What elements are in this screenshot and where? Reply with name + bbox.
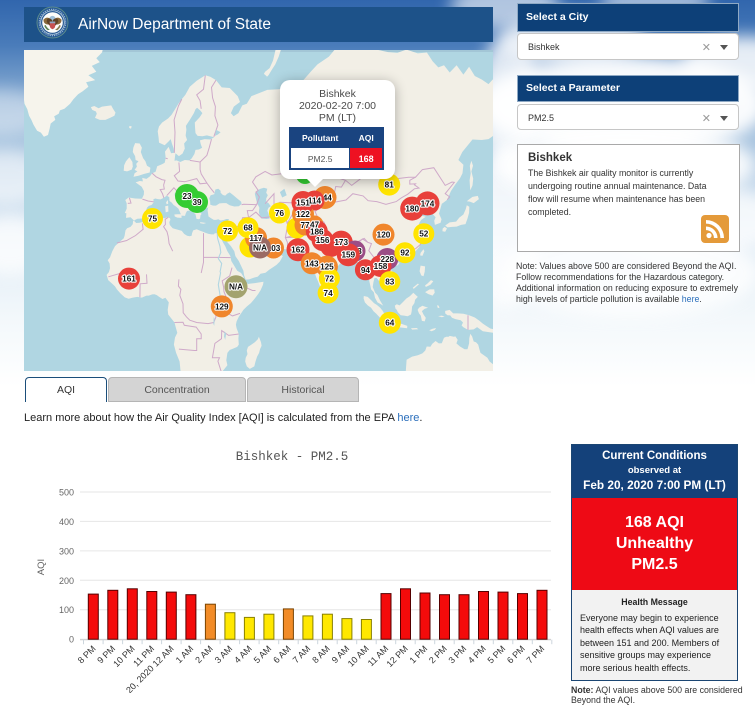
svg-text:74: 74 — [324, 289, 334, 298]
svg-text:75: 75 — [148, 215, 158, 224]
svg-text:120: 120 — [377, 231, 391, 240]
svg-text:228: 228 — [380, 255, 394, 264]
svg-text:5 AM: 5 AM — [252, 644, 274, 666]
svg-text:94: 94 — [361, 266, 371, 275]
svg-text:77: 77 — [300, 221, 310, 230]
svg-text:10 AM: 10 AM — [346, 644, 371, 669]
svg-text:83: 83 — [385, 278, 395, 287]
svg-text:12 PM: 12 PM — [384, 644, 409, 669]
svg-text:122: 122 — [296, 210, 310, 219]
svg-text:200: 200 — [59, 576, 74, 586]
svg-text:1 PM: 1 PM — [407, 644, 429, 666]
svg-text:125: 125 — [320, 263, 334, 272]
svg-text:159: 159 — [341, 251, 355, 260]
svg-text:N/A: N/A — [253, 244, 267, 253]
svg-text:143: 143 — [305, 259, 319, 268]
svg-text:7 AM: 7 AM — [291, 644, 313, 666]
svg-text:180: 180 — [405, 205, 419, 214]
svg-text:N/A: N/A — [229, 283, 243, 292]
svg-text:151: 151 — [296, 199, 310, 208]
svg-text:AQI: AQI — [36, 559, 47, 575]
svg-text:114: 114 — [308, 197, 322, 206]
svg-text:4 PM: 4 PM — [466, 644, 488, 666]
svg-text:400: 400 — [59, 517, 74, 527]
svg-text:6 PM: 6 PM — [505, 644, 527, 666]
svg-text:144: 144 — [318, 194, 332, 203]
svg-text:161: 161 — [122, 275, 136, 284]
svg-text:100: 100 — [59, 605, 74, 615]
svg-text:158: 158 — [374, 262, 388, 271]
svg-text:52: 52 — [419, 230, 429, 239]
svg-text:8 AM: 8 AM — [310, 644, 332, 666]
svg-text:117: 117 — [249, 234, 263, 243]
svg-text:8 PM: 8 PM — [76, 644, 98, 666]
svg-text:47: 47 — [310, 221, 320, 230]
svg-text:173: 173 — [334, 238, 348, 247]
svg-text:81: 81 — [385, 181, 395, 190]
svg-text:72: 72 — [325, 274, 335, 283]
svg-text:23: 23 — [182, 192, 192, 201]
svg-text:103: 103 — [267, 244, 281, 253]
svg-text:Bishkek - PM2.5: Bishkek - PM2.5 — [236, 450, 349, 464]
svg-text:10 PM: 10 PM — [111, 644, 136, 669]
svg-text:0: 0 — [69, 635, 74, 645]
svg-text:1 AM: 1 AM — [174, 644, 196, 666]
svg-text:174: 174 — [421, 199, 435, 208]
svg-text:72: 72 — [223, 227, 233, 236]
svg-text:7 PM: 7 PM — [524, 644, 546, 666]
svg-text:39: 39 — [192, 198, 202, 207]
svg-text:68: 68 — [243, 224, 253, 233]
svg-text:4 AM: 4 AM — [232, 644, 254, 666]
svg-text:2 AM: 2 AM — [193, 644, 215, 666]
svg-text:3 PM: 3 PM — [446, 644, 468, 666]
svg-text:5 PM: 5 PM — [485, 644, 507, 666]
svg-text:162: 162 — [291, 246, 305, 255]
svg-text:76: 76 — [275, 209, 285, 218]
svg-text:300: 300 — [59, 546, 74, 556]
svg-text:2 PM: 2 PM — [427, 644, 449, 666]
svg-text:92: 92 — [400, 249, 410, 258]
svg-text:64: 64 — [385, 319, 395, 328]
svg-text:6 AM: 6 AM — [271, 644, 293, 666]
svg-text:3 AM: 3 AM — [213, 644, 235, 666]
svg-text:500: 500 — [59, 488, 74, 498]
svg-text:186: 186 — [310, 227, 324, 236]
svg-text:156: 156 — [316, 236, 330, 245]
svg-text:129: 129 — [215, 302, 229, 311]
